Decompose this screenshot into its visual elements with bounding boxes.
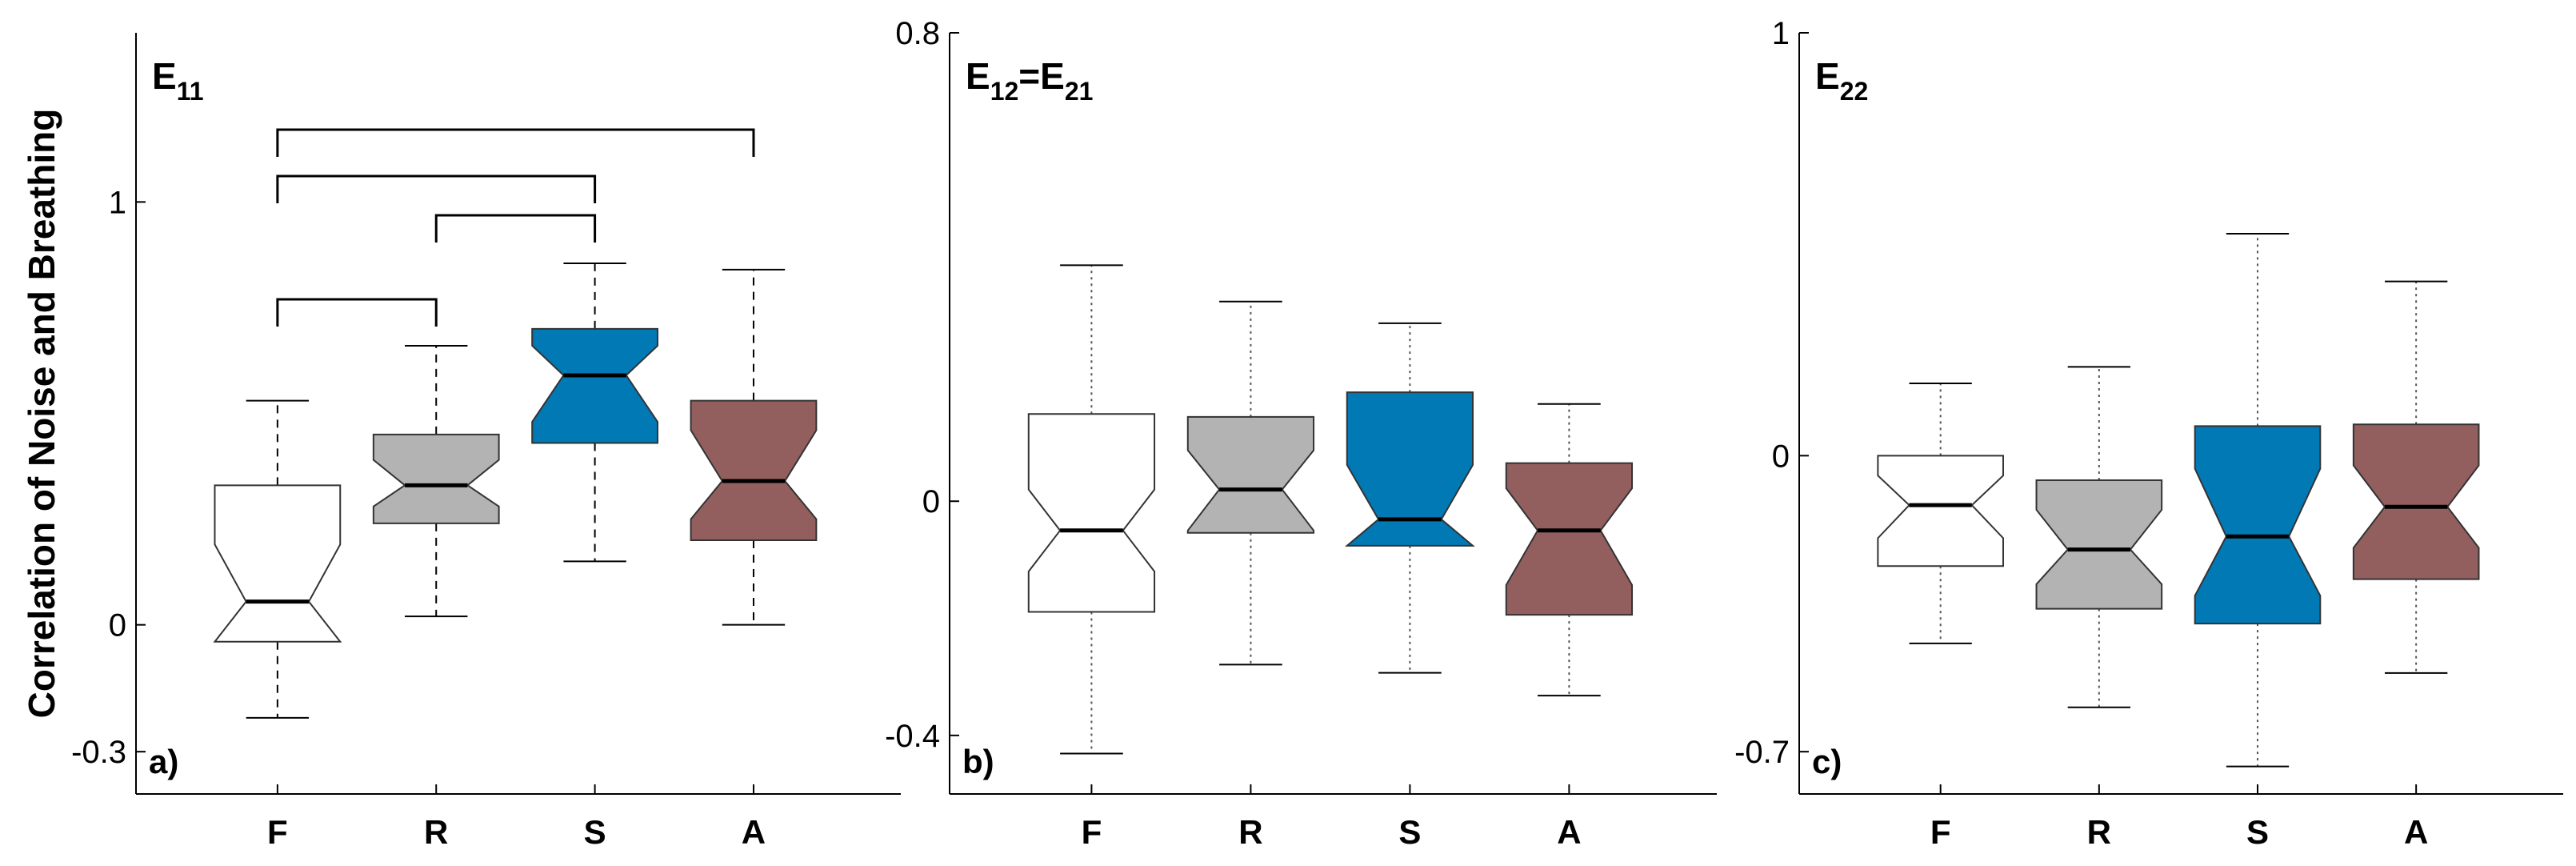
x-tick-label: S	[2246, 813, 2269, 851]
x-tick-label: A	[742, 813, 766, 851]
title-part: 21	[1065, 77, 1094, 106]
y-tick-label: 0.8	[895, 16, 940, 51]
title-part: 22	[1840, 77, 1869, 106]
y-tick-label: 1	[1772, 16, 1790, 51]
x-tick-label: A	[1557, 813, 1581, 851]
x-tick-label: S	[1398, 813, 1421, 851]
box	[1877, 455, 2004, 567]
box	[531, 327, 658, 444]
panel-title: E11	[152, 55, 204, 106]
y-tick-label: -0.4	[885, 719, 940, 754]
significance-bracket	[276, 174, 597, 203]
y-tick-label: 1	[109, 185, 126, 220]
significance-bracket	[434, 214, 597, 243]
significance-bracket	[276, 128, 755, 157]
box	[2194, 425, 2322, 625]
panel-label: a)	[149, 743, 178, 780]
box	[1027, 413, 1156, 613]
box	[1345, 391, 1475, 547]
significance-bracket	[276, 298, 438, 327]
panel-label: b)	[962, 743, 994, 780]
x-tick-label: R	[2087, 813, 2111, 851]
title-part: 11	[177, 77, 204, 106]
y-tick-label: 0	[922, 484, 940, 519]
x-tick-label: R	[1238, 813, 1262, 851]
title-part: E	[152, 55, 177, 97]
title-part: 12	[990, 77, 1019, 106]
box	[690, 399, 818, 541]
x-tick-label: S	[584, 813, 606, 851]
x-tick-label: F	[1082, 813, 1102, 851]
title-part: E	[1815, 55, 1840, 97]
panel-label: c)	[1812, 743, 1842, 780]
x-tick-label: A	[2404, 813, 2428, 851]
title-part: E	[966, 55, 990, 97]
box	[1186, 415, 1315, 534]
y-tick-label: 0	[109, 608, 126, 643]
panel-title: E12=E21	[966, 55, 1093, 106]
box	[2352, 423, 2480, 580]
x-tick-label: F	[1930, 813, 1951, 851]
box	[1505, 462, 1634, 616]
y-tick-label: -0.3	[71, 735, 126, 770]
box	[2035, 479, 2163, 610]
title-part: =E	[1018, 55, 1065, 97]
y-tick-label: 0	[1772, 439, 1790, 474]
x-tick-label: F	[267, 813, 288, 851]
panel-title: E22	[1815, 55, 1868, 106]
box	[372, 433, 500, 524]
x-tick-label: R	[424, 813, 448, 851]
y-axis-label: Correlation of Noise and Breathing	[21, 109, 62, 719]
box	[213, 484, 342, 643]
y-tick-label: -0.7	[1734, 735, 1790, 770]
